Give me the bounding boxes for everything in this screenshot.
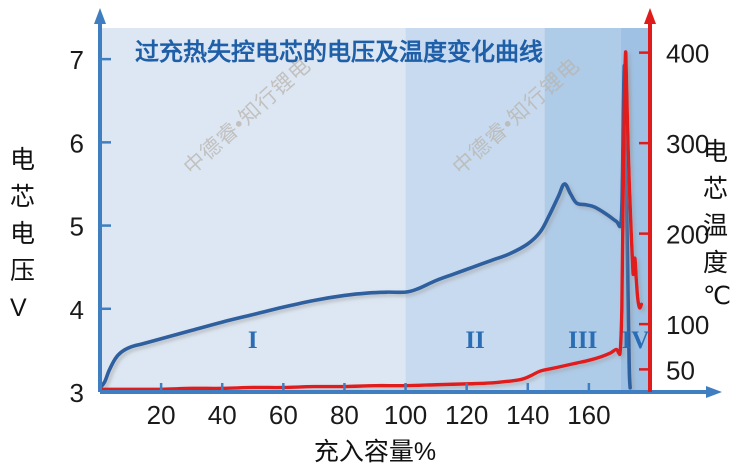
region-label-III: III (568, 327, 597, 354)
x-tick-label-40: 40 (208, 400, 237, 430)
tick-labels-group: 20 40 60 80 100 120 140 160 3 4 5 6 7 50 100 200 300 400 (70, 39, 710, 430)
x-tick-label-60: 60 (269, 400, 298, 430)
right-axis-title-char-2: 温 (703, 212, 728, 240)
left-axis-arrow (94, 8, 106, 24)
y-right-tick-label-100: 100 (666, 310, 709, 340)
ticks-group (100, 51, 650, 392)
series-line-temperature (100, 50, 644, 392)
x-axis-arrow (706, 386, 722, 398)
y-left-tick-label-4: 4 (70, 295, 84, 325)
left-axis-title-char-2: 电 (10, 220, 35, 248)
chart-title: 过充热失控电芯的电压及温度变化曲线 (135, 38, 543, 66)
y-right-tick-label-400: 400 (666, 39, 709, 69)
region-band-III (544, 28, 621, 392)
region-band-II (405, 28, 545, 392)
y-left-tick-label-7: 7 (70, 45, 84, 75)
left-axis-title-char-3: 压 (10, 257, 35, 285)
y-left-tick-label-3: 3 (70, 378, 84, 408)
region-label-I: I (248, 327, 258, 354)
left-axis-title-char-4: V (10, 294, 27, 322)
y-right-tick-label-200: 200 (666, 220, 709, 250)
y-right-tick-label-50: 50 (666, 355, 695, 385)
region-band-I (100, 28, 406, 392)
x-axis-caption: 充入容量% (314, 438, 436, 466)
right-axis-title: 电 芯 温 度 ℃ (703, 138, 731, 310)
right-axis-title-char-4: ℃ (703, 282, 731, 310)
left-axis-title-char-1: 芯 (10, 183, 35, 211)
x-tick-label-100: 100 (384, 400, 427, 430)
y-left-tick-label-6: 6 (70, 128, 84, 158)
region-labels-group: I II III IV (248, 327, 649, 354)
region-label-II: II (465, 327, 484, 354)
region-label-IV: IV (622, 327, 650, 354)
series-group (100, 50, 644, 392)
x-tick-label-140: 140 (506, 400, 549, 430)
right-axis-title-char-0: 电 (703, 138, 728, 166)
y-right-tick-label-300: 300 (666, 129, 709, 159)
x-tick-label-80: 80 (330, 400, 359, 430)
left-axis-title: 电 芯 电 压 V (10, 146, 35, 322)
right-axis-title-char-3: 度 (703, 249, 728, 277)
x-tick-label-20: 20 (147, 400, 176, 430)
x-tick-label-120: 120 (445, 400, 488, 430)
y-left-tick-label-5: 5 (70, 212, 84, 242)
right-axis-title-char-1: 芯 (703, 175, 728, 203)
region-bands (100, 28, 650, 392)
right-axis-arrow (644, 8, 656, 24)
x-tick-label-160: 160 (567, 400, 610, 430)
left-axis-title-char-0: 电 (10, 146, 35, 174)
